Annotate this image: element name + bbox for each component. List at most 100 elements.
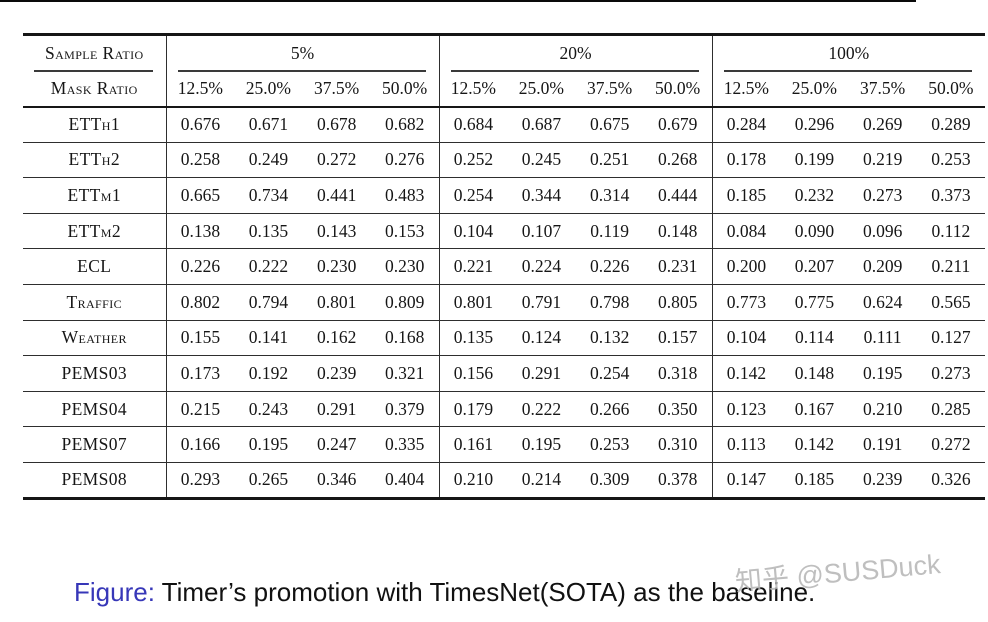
mask-ratio-col: 37.5% [302, 71, 371, 108]
metric-value: 0.148 [643, 213, 712, 250]
dataset-name: PEMS07 [23, 426, 166, 463]
table-row: PEMS04 0.215 0.243 0.291 0.379 0.179 0.222 0.26… [23, 391, 985, 428]
metric-value: 0.226 [165, 248, 235, 285]
metric-value: 0.269 [848, 106, 917, 143]
metric-value: 0.245 [507, 142, 576, 179]
metric-value: 0.155 [165, 320, 235, 357]
metric-value: 0.249 [234, 142, 303, 179]
metric-value: 0.123 [711, 391, 781, 428]
top-border-bar [0, 0, 916, 2]
metric-value: 0.272 [302, 142, 371, 179]
mask-ratio-col: 25.0% [507, 71, 576, 108]
metric-value: 0.734 [234, 177, 303, 214]
metric-value: 0.805 [643, 284, 712, 321]
metric-value: 0.127 [916, 320, 985, 357]
metric-value: 0.199 [780, 142, 849, 179]
dataset-name: Traffic [23, 284, 166, 321]
metric-value: 0.258 [165, 142, 235, 179]
metric-value: 0.318 [643, 355, 712, 392]
table-row: ETTm1 0.665 0.734 0.441 0.483 0.254 0.344 0.314… [23, 177, 985, 214]
metric-value: 0.350 [643, 391, 712, 428]
metric-value: 0.239 [848, 462, 917, 500]
metric-value: 0.801 [302, 284, 371, 321]
metric-value: 0.404 [370, 462, 439, 500]
metric-value: 0.211 [916, 248, 985, 285]
metric-value: 0.200 [711, 248, 781, 285]
metric-value: 0.185 [780, 462, 849, 500]
metric-value: 0.162 [302, 320, 371, 357]
mask-ratio-header-row: Mask Ratio 12.5% 25.0% 37.5% 50.0% 12.5%… [23, 71, 985, 108]
metric-value: 0.210 [438, 462, 508, 500]
metric-value: 0.210 [848, 391, 917, 428]
table-row: ETTh2 0.258 0.249 0.272 0.276 0.252 0.245 0.251… [23, 142, 985, 179]
metric-value: 0.321 [370, 355, 439, 392]
metric-value: 0.222 [234, 248, 303, 285]
metric-value: 0.273 [848, 177, 917, 214]
sample-ratio-header-row: Sample Ratio 5% 20% 100% [23, 33, 985, 73]
metric-value: 0.293 [165, 462, 235, 500]
metric-value: 0.119 [575, 213, 644, 250]
metric-value: 0.166 [165, 426, 235, 463]
metric-value: 0.251 [575, 142, 644, 179]
metric-value: 0.565 [916, 284, 985, 321]
metric-value: 0.314 [575, 177, 644, 214]
metric-value: 0.148 [780, 355, 849, 392]
metric-value: 0.272 [916, 426, 985, 463]
metric-value: 0.483 [370, 177, 439, 214]
figure-caption: Figure: Timer’s promotion with TimesNet(… [74, 577, 815, 608]
metric-value: 0.104 [711, 320, 781, 357]
metric-value: 0.791 [507, 284, 576, 321]
metric-value: 0.156 [438, 355, 508, 392]
metric-value: 0.296 [780, 106, 849, 143]
mask-ratio-col: 50.0% [916, 71, 985, 108]
mask-ratio-col: 37.5% [848, 71, 917, 108]
table-row: PEMS03 0.173 0.192 0.239 0.321 0.156 0.291 0.25… [23, 355, 985, 392]
metric-value: 0.141 [234, 320, 303, 357]
metric-value: 0.215 [165, 391, 235, 428]
table-row: ECL 0.226 0.222 0.230 0.230 0.221 0.224 0.226 0.… [23, 248, 985, 285]
dataset-name: ECL [23, 248, 166, 285]
metric-value: 0.168 [370, 320, 439, 357]
metric-value: 0.665 [165, 177, 235, 214]
metric-value: 0.142 [711, 355, 781, 392]
mask-ratio-col: 50.0% [643, 71, 712, 108]
metric-value: 0.285 [916, 391, 985, 428]
metric-value: 0.379 [370, 391, 439, 428]
metric-value: 0.373 [916, 177, 985, 214]
metric-value: 0.167 [780, 391, 849, 428]
results-table: Sample Ratio 5% 20% 100% Mask Ratio 12.5… [23, 33, 985, 500]
metric-value: 0.284 [711, 106, 781, 143]
sample-ratio-group-5: 5% [165, 33, 439, 73]
metric-value: 0.113 [711, 426, 781, 463]
metric-value: 0.344 [507, 177, 576, 214]
dataset-name: ETTh1 [23, 106, 166, 143]
metric-value: 0.809 [370, 284, 439, 321]
metric-value: 0.195 [848, 355, 917, 392]
metric-value: 0.773 [711, 284, 781, 321]
mask-ratio-col: 12.5% [711, 71, 781, 108]
metric-value: 0.378 [643, 462, 712, 500]
metric-value: 0.135 [438, 320, 508, 357]
metric-value: 0.143 [302, 213, 371, 250]
metric-value: 0.231 [643, 248, 712, 285]
sample-ratio-group-20: 20% [438, 33, 712, 73]
figure-caption-text: Timer’s promotion with TimesNet(SOTA) as… [154, 577, 816, 607]
metric-value: 0.124 [507, 320, 576, 357]
table-body: ETTh1 0.676 0.671 0.678 0.682 0.684 0.687 0.675… [23, 106, 985, 500]
metric-value: 0.209 [848, 248, 917, 285]
metric-value: 0.161 [438, 426, 508, 463]
metric-value: 0.678 [302, 106, 371, 143]
metric-value: 0.254 [575, 355, 644, 392]
metric-value: 0.142 [780, 426, 849, 463]
metric-value: 0.265 [234, 462, 303, 500]
metric-value: 0.335 [370, 426, 439, 463]
metric-value: 0.253 [916, 142, 985, 179]
metric-value: 0.147 [711, 462, 781, 500]
metric-value: 0.289 [916, 106, 985, 143]
dataset-name: ETTh2 [23, 142, 166, 179]
metric-value: 0.798 [575, 284, 644, 321]
metric-value: 0.687 [507, 106, 576, 143]
metric-value: 0.775 [780, 284, 849, 321]
metric-value: 0.253 [575, 426, 644, 463]
metric-value: 0.157 [643, 320, 712, 357]
